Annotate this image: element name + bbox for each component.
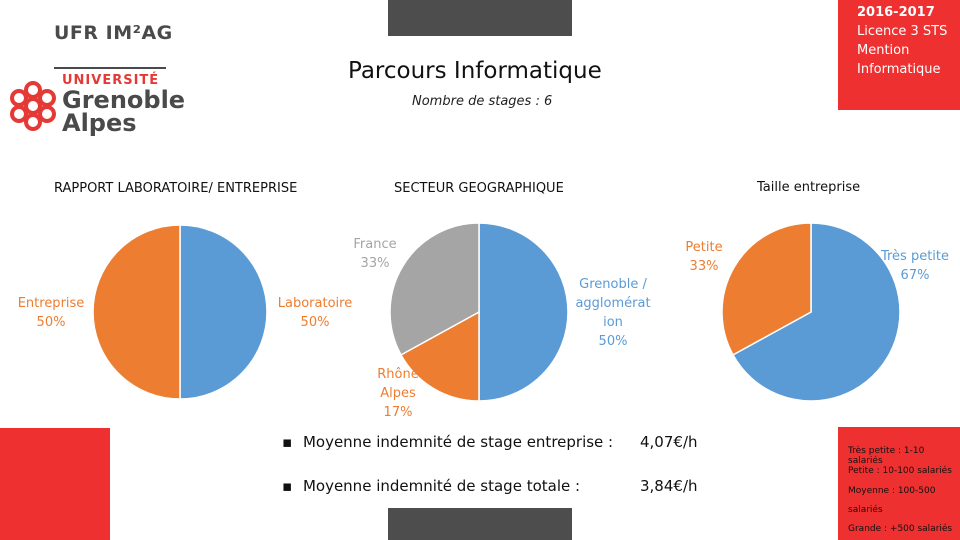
chart2-label-rhone-line2: Alpes: [380, 386, 416, 401]
pie2-slice-france: [389, 222, 480, 356]
legend-line-2: Petite : 10-100 salariés: [848, 466, 952, 476]
chart2-label-grenoble-line2: agglomérat: [575, 296, 651, 311]
chart2-label-grenoble: Grenoble / agglomérat ion 50%: [565, 275, 661, 351]
legend-line-4: salariés: [848, 505, 883, 515]
bullet-icon: ▪: [282, 477, 293, 495]
page-subtitle: Nombre de stages : 6: [412, 94, 553, 109]
chart3-label-petite-name: Petite: [685, 240, 723, 255]
bottom-decor-bar: [388, 508, 572, 540]
chart3-label-tres-petite-name: Très petite: [880, 249, 950, 264]
legend-box: [838, 427, 960, 540]
chart2-label-france-name: France: [353, 237, 397, 252]
year-label: 2016-2017: [857, 5, 935, 20]
university-logo: UFR IM²AG UNIVERSITÉ Grenoble Alpes: [0, 0, 190, 150]
info-row1-label: Moyenne indemnité de stage entreprise :: [302, 433, 614, 451]
logo-university-text: UNIVERSITÉ: [62, 73, 160, 88]
logo-ufr-text: UFR IM²AG: [54, 22, 173, 44]
chart2-label-grenoble-value: 50%: [598, 334, 628, 349]
pie3-slice-tr-s-petite: [731, 222, 901, 402]
chart1-label-laboratoire-name: Laboratoire: [277, 296, 353, 311]
pie1-slice-laboratoire: [179, 224, 268, 400]
top-decor-bar: [388, 0, 572, 36]
program-line-1: Licence 3 STS: [857, 24, 948, 39]
pie2-slice-grenoble-agglom-ration: [478, 222, 569, 402]
legend-line-5: Grande : +500 salariés: [848, 524, 953, 534]
legend-line-3: Moyenne : 100-500: [848, 486, 936, 496]
chart2-label-france: France 33%: [340, 235, 410, 273]
logo-city-text: Grenoble Alpes: [62, 86, 186, 137]
pie3-slice-petite: [721, 222, 812, 356]
program-line-2: Mention: [857, 43, 910, 58]
info-row1-value: 4,07€/h: [640, 433, 698, 451]
chart1-label-entreprise-value: 50%: [36, 315, 66, 330]
pie2-slice-rh-ne-alpes: [399, 310, 480, 402]
legend-line-1: Très petite : 1-10 salariés: [848, 446, 925, 466]
pie1-slice-entreprise: [92, 224, 181, 400]
chart2-label-grenoble-line1: Grenoble /: [579, 277, 647, 292]
chart2-title: SECTEUR GEOGRAPHIQUE: [394, 181, 564, 196]
flower-emblem-icon: [10, 81, 56, 131]
logo-city-line-1: Grenoble: [62, 86, 186, 114]
pie-chart-lab-company: [92, 224, 268, 400]
chart1-title: RAPPORT LABORATOIRE/ ENTREPRISE: [54, 181, 298, 196]
chart2-label-rhone-alpes: Rhône Alpes 17%: [360, 365, 436, 422]
program-info-box: [838, 0, 960, 110]
chart2-label-grenoble-line3: ion: [603, 315, 623, 330]
info-row-totale: ▪ Moyenne indemnité de stage totale :: [282, 477, 580, 495]
chart3-label-petite-value: 33%: [689, 259, 719, 274]
chart3-label-tres-petite-value: 67%: [900, 268, 930, 283]
info-row2-value: 3,84€/h: [640, 477, 698, 495]
pie-chart-geography: [389, 222, 569, 402]
chart2-label-rhone-value: 17%: [383, 405, 413, 420]
chart3-label-tres-petite: Très petite 67%: [870, 247, 960, 285]
logo-city-line-2: Alpes: [62, 109, 137, 137]
chart1-label-entreprise: Entreprise 50%: [8, 294, 94, 332]
page-title: Parcours Informatique: [348, 58, 602, 84]
left-decor-block: [0, 428, 110, 540]
program-line-3: Informatique: [857, 62, 941, 77]
chart3-title: Taille entreprise: [757, 180, 861, 195]
info-row-entreprise: ▪ Moyenne indemnité de stage entreprise …: [282, 433, 613, 451]
chart1-label-entreprise-name: Entreprise: [17, 296, 85, 311]
chart3-label-petite: Petite 33%: [672, 238, 736, 276]
bullet-icon: ▪: [282, 433, 293, 451]
chart1-label-laboratoire-value: 50%: [300, 315, 330, 330]
pie-chart-company-size: [721, 222, 901, 402]
chart1-label-laboratoire: Laboratoire 50%: [270, 294, 360, 332]
info-row2-label: Moyenne indemnité de stage totale :: [302, 477, 581, 495]
chart2-label-rhone-line1: Rhône: [377, 367, 419, 382]
logo-divider: [54, 67, 166, 69]
program-info-text: 2016-2017 Licence 3 STS Mention Informat…: [857, 3, 947, 79]
chart2-label-france-value: 33%: [360, 256, 390, 271]
